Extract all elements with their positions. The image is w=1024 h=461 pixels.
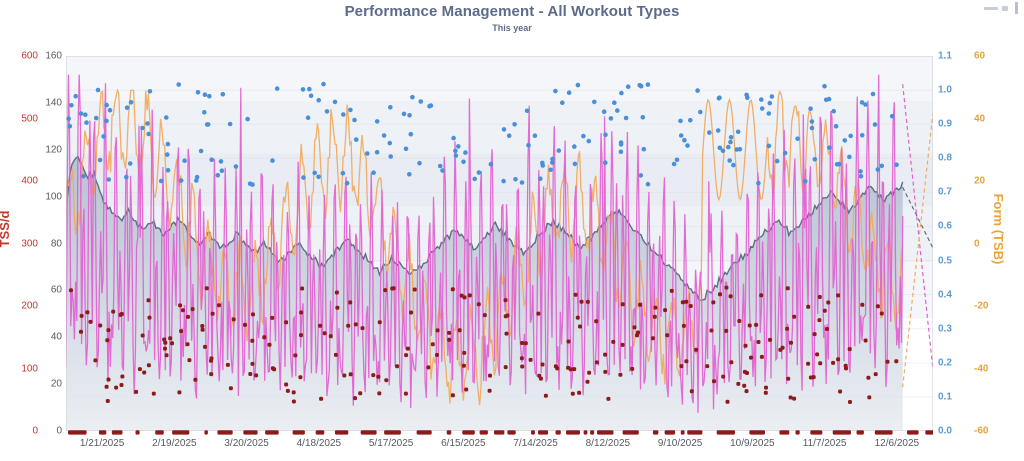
axis-ctl-atl: 0 20 40 60 80 100 120 140 160 <box>24 0 64 458</box>
chart-plot-area[interactable] <box>66 56 933 431</box>
x-axis-tick-label: 10/9/2025 <box>730 438 775 449</box>
axis-tick-left_outer: 400 <box>21 175 38 187</box>
axis-tick-right_inner: 0.9 <box>938 118 952 130</box>
axis-tick-left_inner: 80 <box>50 238 62 249</box>
chart-subtitle: This year <box>492 23 532 33</box>
axis-tick-right_outer: 20 <box>974 175 986 187</box>
axis-title-form: Form (TSB) <box>991 193 1007 265</box>
axis-tick-right_inner: 0.1 <box>938 391 952 403</box>
x-axis-tick-label: 3/20/2025 <box>224 438 269 449</box>
axis-title-tss: TSS/d <box>0 210 12 248</box>
x-axis-tick-label: 9/10/2025 <box>657 438 703 449</box>
axis-tick-left_inner: 160 <box>45 50 62 62</box>
axis-ratio: 0.0 0.1 0.2 0.3 0.4 0.5 0.6 0.7 0.8 0.9 1.0 1.1 <box>936 0 976 458</box>
x-axis-tick-label: 11/7/2025 <box>802 438 847 449</box>
axis-tick-right_outer: -40 <box>974 363 989 374</box>
x-axis-labels: 1/21/2025 2/19/2025 3/20/2025 4/18/2025 5/17… <box>0 438 1024 461</box>
menu-bar-icon <box>984 6 998 10</box>
axis-tick-left_outer: 200 <box>21 300 38 312</box>
axis-tick-left_outer: 500 <box>21 113 38 124</box>
x-axis-tick-label: 6/15/2025 <box>441 438 486 449</box>
axis-tick-left_inner: 20 <box>50 378 62 390</box>
axis-tick-right_outer: 40 <box>974 113 986 124</box>
axis-tick-left_inner: 60 <box>50 284 62 296</box>
x-axis-tick-label: 7/14/2025 <box>513 438 558 449</box>
axis-tick-left_outer: 100 <box>21 363 38 374</box>
axis-tick-right_inner: 1.0 <box>938 84 952 96</box>
axis-tick-left_outer: 300 <box>21 238 38 249</box>
axis-tick-left_outer: 0 <box>32 425 38 437</box>
workout-day-markers <box>66 429 933 436</box>
axis-tick-right_inner: 0.4 <box>938 289 952 301</box>
axis-tick-right_outer: -20 <box>974 300 989 312</box>
axis-tick-left_outer: 600 <box>21 50 38 62</box>
axis-tick-left_inner: 0 <box>56 425 62 437</box>
x-axis-tick-label: 12/6/2025 <box>874 438 920 449</box>
x-axis-tick-label: 1/21/2025 <box>79 438 125 449</box>
axis-tick-right_inner: 0.6 <box>938 220 952 232</box>
axis-tick-right_inner: 1.1 <box>938 50 952 62</box>
chart-svg <box>66 56 933 431</box>
axis-tick-right_inner: 0.5 <box>938 255 952 267</box>
axis-tick-right_inner: 0.3 <box>938 323 952 335</box>
axis-tss-per-day: TSS/d 0 100 200 300 400 500 600 <box>0 0 40 458</box>
axis-tick-left_inner: 140 <box>45 97 62 109</box>
axis-tick-right_inner: 0.2 <box>938 357 952 369</box>
window-corner-controls[interactable] <box>984 2 1018 14</box>
x-axis-tick-label: 2/19/2025 <box>152 438 197 449</box>
axis-tick-right_inner: 0.0 <box>938 425 952 437</box>
x-axis-tick-label: 5/17/2025 <box>368 438 414 449</box>
axis-tick-right_inner: 0.8 <box>938 152 952 164</box>
axis-tick-right_outer: -60 <box>974 425 989 437</box>
axis-tick-right_inner: 0.7 <box>938 186 952 198</box>
axis-tick-right_outer: 60 <box>974 50 986 62</box>
axis-tick-left_inner: 100 <box>45 191 62 203</box>
window-square-icon <box>1002 5 1008 11</box>
x-axis-tick-label: 8/12/2025 <box>585 438 631 449</box>
axis-tick-left_inner: 120 <box>45 144 62 156</box>
axis-tick-left_inner: 40 <box>50 331 62 343</box>
scrollbar-thumb[interactable] <box>1015 2 1018 14</box>
x-axis-tick-label: 4/18/2025 <box>296 438 342 449</box>
axis-form-tsb: Form (TSB) -60 -40 -20 0 20 40 60 <box>972 0 1012 458</box>
axis-tick-right_outer: 0 <box>974 238 980 249</box>
page-title: Performance Management - All Workout Typ… <box>344 3 680 20</box>
